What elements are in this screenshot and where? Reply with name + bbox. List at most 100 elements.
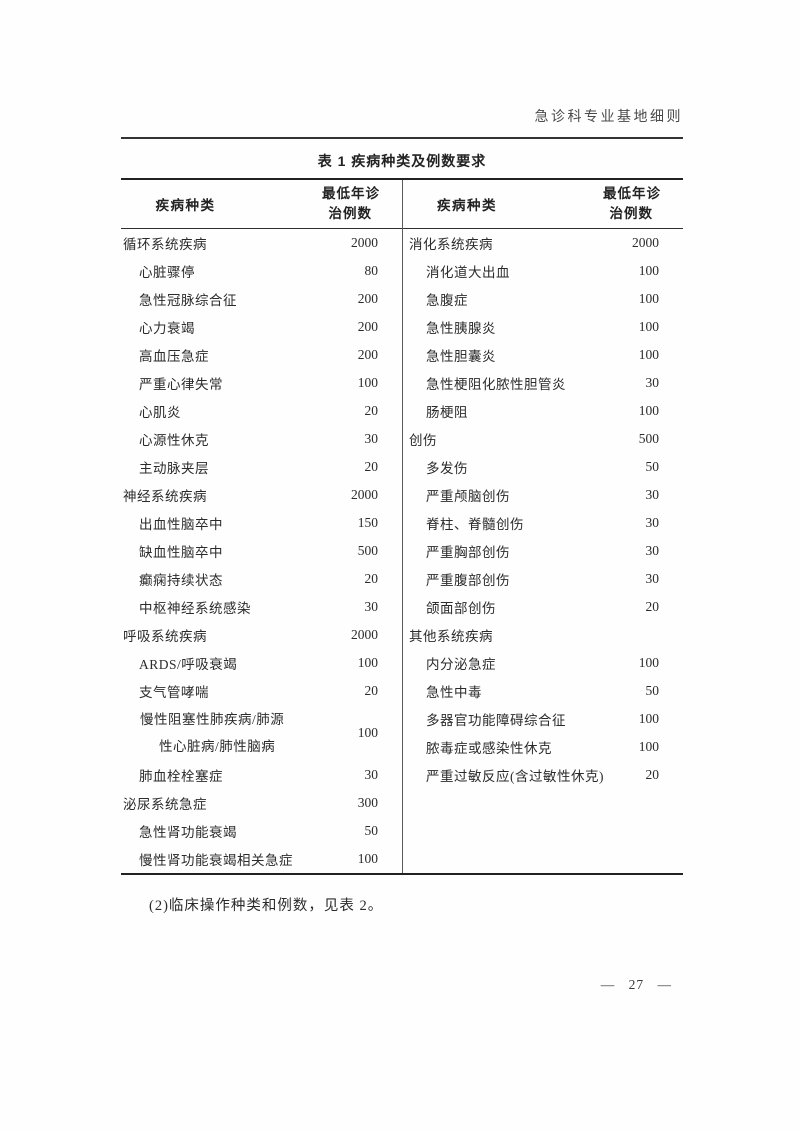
disease-name: 神经系统疾病 (123, 489, 207, 504)
table-row: 肠梗阻 100 (403, 397, 683, 425)
table-row: 内分泌急症 100 (403, 649, 683, 677)
column-header-min-cases-line1: 最低年诊 (322, 186, 380, 201)
table-row: 其他系统疾病 (403, 621, 683, 649)
min-annual-cases: 500 (638, 431, 659, 446)
disease-name: 严重心律失常 (139, 377, 223, 392)
min-annual-cases: 100 (638, 319, 659, 334)
min-annual-cases: 100 (638, 655, 659, 670)
disease-name: 创伤 (409, 433, 437, 448)
table-header-right: 疾病种类 最低年诊 治例数 (403, 180, 683, 229)
min-annual-cases: 20 (645, 767, 660, 782)
table-row: 肺血栓栓塞症 30 (121, 761, 402, 789)
table-body-left: 循环系统疾病 2000 心脏骤停 80 急性冠脉综合征 200 心力衰竭 200 高血压急症 20… (121, 229, 402, 873)
min-annual-cases: 20 (645, 599, 660, 614)
min-annual-cases: 30 (645, 515, 660, 530)
min-annual-cases: 300 (357, 795, 378, 810)
disease-name: 循环系统疾病 (123, 237, 207, 252)
disease-name: 急性肾功能衰竭 (139, 825, 237, 840)
min-annual-cases: 20 (364, 571, 379, 586)
table-row: 严重心律失常 100 (121, 369, 402, 397)
disease-name: 严重腹部创伤 (426, 573, 510, 588)
table-row: 急性胆囊炎 100 (403, 341, 683, 369)
table-row: 多发伤 50 (403, 453, 683, 481)
table-row: 癫痫持续状态 20 (121, 565, 402, 593)
table-row: 急腹症 100 (403, 285, 683, 313)
column-header-disease-type: 疾病种类 (437, 198, 497, 213)
table-row: 消化道大出血 100 (403, 257, 683, 285)
table-row: 脊柱、脊髓创伤 30 (403, 509, 683, 537)
disease-name: 颌面部创伤 (426, 601, 496, 616)
min-annual-cases: 30 (645, 571, 660, 586)
min-annual-cases: 150 (357, 515, 378, 530)
disease-name: 严重胸部创伤 (426, 545, 510, 560)
min-annual-cases: 200 (357, 291, 378, 306)
disease-name: 心肌炎 (139, 405, 181, 420)
disease-name: 急性胰腺炎 (426, 321, 496, 336)
min-annual-cases: 100 (357, 655, 378, 670)
column-header-min-cases-line1: 最低年诊 (603, 186, 661, 201)
disease-name: 心源性休克 (139, 433, 209, 448)
table-row: 神经系统疾病 2000 (121, 481, 402, 509)
disease-name: 多器官功能障碍综合征 (426, 713, 566, 728)
table-row: 缺血性脑卒中 500 (121, 537, 402, 565)
disease-name: 多发伤 (426, 461, 468, 476)
table-row: 心力衰竭 200 (121, 313, 402, 341)
disease-name: 急性冠脉综合征 (139, 293, 237, 308)
disease-name: 严重过敏反应(含过敏性休克) (426, 769, 604, 784)
table-row: 呼吸系统疾病 2000 (121, 621, 402, 649)
min-annual-cases: 2000 (351, 235, 378, 250)
min-annual-cases: 30 (364, 767, 379, 782)
min-annual-cases: 200 (357, 347, 378, 362)
column-header-min-cases-line2: 治例数 (328, 206, 372, 221)
disease-name: 慢性肾功能衰竭相关急症 (139, 853, 293, 868)
table-row: 支气管哮喘 20 (121, 677, 402, 705)
min-annual-cases: 100 (638, 291, 659, 306)
min-annual-cases: 30 (364, 599, 379, 614)
table-body-right: 消化系统疾病 2000 消化道大出血 100 急腹症 100 急性胰腺炎 100 急性胆囊炎 10… (403, 229, 683, 789)
disease-name: 急腹症 (426, 293, 468, 308)
min-annual-cases: 100 (357, 851, 378, 866)
table-row: 循环系统疾病 2000 (121, 229, 402, 257)
table-header-left: 疾病种类 最低年诊 治例数 (121, 180, 402, 229)
disease-name: 泌尿系统急症 (123, 797, 207, 812)
table-row: 急性肾功能衰竭 50 (121, 817, 402, 845)
table-row: 急性梗阻化脓性胆管炎 30 (403, 369, 683, 397)
disease-name: 肺血栓栓塞症 (139, 769, 223, 784)
table-row: 心源性休克 30 (121, 425, 402, 453)
min-annual-cases: 20 (364, 683, 379, 698)
disease-name: 脊柱、脊髓创伤 (426, 517, 524, 532)
min-annual-cases: 200 (357, 319, 378, 334)
table-row: 主动脉夹层 20 (121, 453, 402, 481)
min-annual-cases: 100 (357, 725, 378, 740)
disease-name: 消化道大出血 (426, 265, 510, 280)
disease-name: 急性胆囊炎 (426, 349, 496, 364)
table-row: 急性胰腺炎 100 (403, 313, 683, 341)
min-annual-cases: 100 (638, 347, 659, 362)
table-left-half: 疾病种类 最低年诊 治例数 循环系统疾病 2000 心脏骤停 80 急性冠脉综合征 200… (121, 180, 402, 873)
body-paragraph: (2)临床操作种类和例数，见表 2。 (149, 898, 384, 914)
min-annual-cases: 30 (645, 543, 660, 558)
min-annual-cases: 2000 (632, 235, 659, 250)
min-annual-cases: 50 (645, 459, 660, 474)
table-row: 创伤 500 (403, 425, 683, 453)
table-title: 表 1 疾病种类及例数要求 (317, 153, 487, 169)
min-annual-cases: 100 (638, 739, 659, 754)
disease-name: 中枢神经系统感染 (139, 601, 251, 616)
table-row: 消化系统疾病 2000 (403, 229, 683, 257)
disease-name: 慢性阻塞性肺疾病/肺源性心脏病/肺性脑病 (140, 712, 285, 754)
min-annual-cases: 100 (638, 403, 659, 418)
disease-name: 消化系统疾病 (409, 237, 493, 252)
table-row: 中枢神经系统感染 30 (121, 593, 402, 621)
table-row: 出血性脑卒中 150 (121, 509, 402, 537)
column-header-min-cases: 最低年诊 治例数 (298, 184, 402, 224)
column-header-disease-type: 疾病种类 (155, 198, 216, 213)
disease-name: 支气管哮喘 (139, 685, 209, 700)
min-annual-cases: 100 (638, 711, 659, 726)
disease-name: 急性梗阻化脓性胆管炎 (426, 377, 566, 392)
table-row: 颌面部创伤 20 (403, 593, 683, 621)
min-annual-cases: 30 (364, 431, 379, 446)
min-annual-cases: 50 (645, 683, 660, 698)
min-annual-cases: 20 (364, 403, 379, 418)
disease-name: 主动脉夹层 (139, 461, 209, 476)
